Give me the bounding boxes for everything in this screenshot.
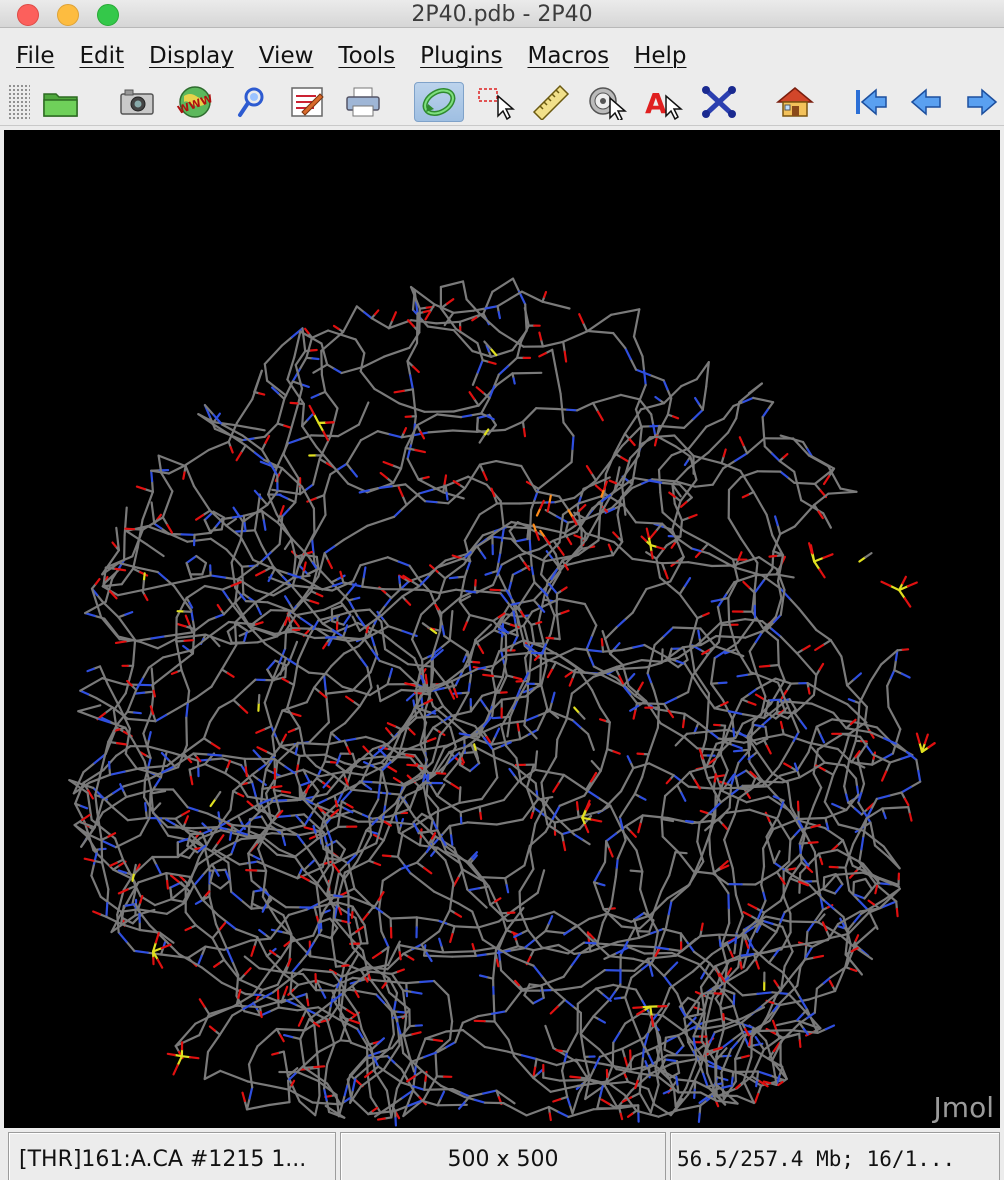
molecule-wireframe <box>68 277 936 1127</box>
first-frame-icon <box>856 88 887 116</box>
canvas-size-status: 500 x 500 <box>340 1132 666 1180</box>
menu-file[interactable]: File <box>16 43 55 69</box>
console-button[interactable] <box>282 82 332 122</box>
menu-view[interactable]: View <box>258 43 314 69</box>
menu-plugins[interactable]: Plugins <box>420 43 503 69</box>
script-editor-button[interactable] <box>226 82 276 122</box>
previous-frame-icon <box>910 88 941 116</box>
menu-help[interactable]: Help <box>634 43 687 69</box>
move-atoms-icon <box>702 86 736 118</box>
open-file-button[interactable] <box>36 82 86 122</box>
export-image-button[interactable] <box>112 82 162 122</box>
rotate-mode-button[interactable] <box>414 82 464 122</box>
spin-button[interactable] <box>582 82 632 122</box>
toolbar-grip-handle[interactable] <box>8 84 30 120</box>
next-frame-button[interactable] <box>956 82 1004 122</box>
svg-text:A: A <box>645 87 667 120</box>
menu-bar: File Edit Display View Tools Plugins Mac… <box>0 36 1004 76</box>
title-bar: 2P40.pdb - 2P40 <box>0 0 1004 28</box>
memory-status: 56.5/257.4 Mb; 16/1... <box>670 1132 1000 1180</box>
menu-display[interactable]: Display <box>149 43 234 69</box>
maximize-icon[interactable] <box>97 4 119 26</box>
home-button[interactable] <box>770 82 820 122</box>
www-globe-icon: WWW <box>176 86 214 118</box>
pick-mode-button[interactable] <box>470 82 520 122</box>
rotate-icon <box>422 88 456 116</box>
menu-macros[interactable]: Macros <box>527 43 610 69</box>
pick-icon <box>478 88 516 120</box>
toolbar: WWW <box>0 78 1004 126</box>
console-icon <box>291 87 324 117</box>
next-frame-icon <box>967 88 998 116</box>
camera-icon <box>120 89 154 115</box>
measure-ruler-icon <box>532 84 570 120</box>
previous-frame-button[interactable] <box>902 82 952 122</box>
label-button[interactable]: A <box>638 82 688 122</box>
window-title: 2P40.pdb - 2P40 <box>411 2 593 27</box>
open-url-button[interactable]: WWW <box>170 82 220 122</box>
minimize-icon[interactable] <box>57 4 79 26</box>
jmol-logo: Jmol <box>933 1091 994 1124</box>
open-folder-icon <box>43 93 78 117</box>
menu-tools[interactable]: Tools <box>338 43 396 69</box>
print-icon <box>346 87 380 117</box>
picked-atom-status: [THR]161:A.CA #1215 1... <box>8 1132 336 1180</box>
move-atoms-button[interactable] <box>694 82 744 122</box>
label-icon: A <box>645 87 684 120</box>
measure-button[interactable] <box>526 82 576 122</box>
spin-icon <box>589 87 628 120</box>
menu-edit[interactable]: Edit <box>79 43 125 69</box>
molecule-viewer-canvas[interactable]: Jmol <box>4 130 1000 1128</box>
print-button[interactable] <box>338 82 388 122</box>
home-icon <box>775 87 815 117</box>
close-icon[interactable] <box>17 4 39 26</box>
status-bar: [THR]161:A.CA #1215 1... 500 x 500 56.5/… <box>0 1128 1004 1180</box>
first-frame-button[interactable] <box>846 82 896 122</box>
script-editor-icon <box>238 87 264 117</box>
